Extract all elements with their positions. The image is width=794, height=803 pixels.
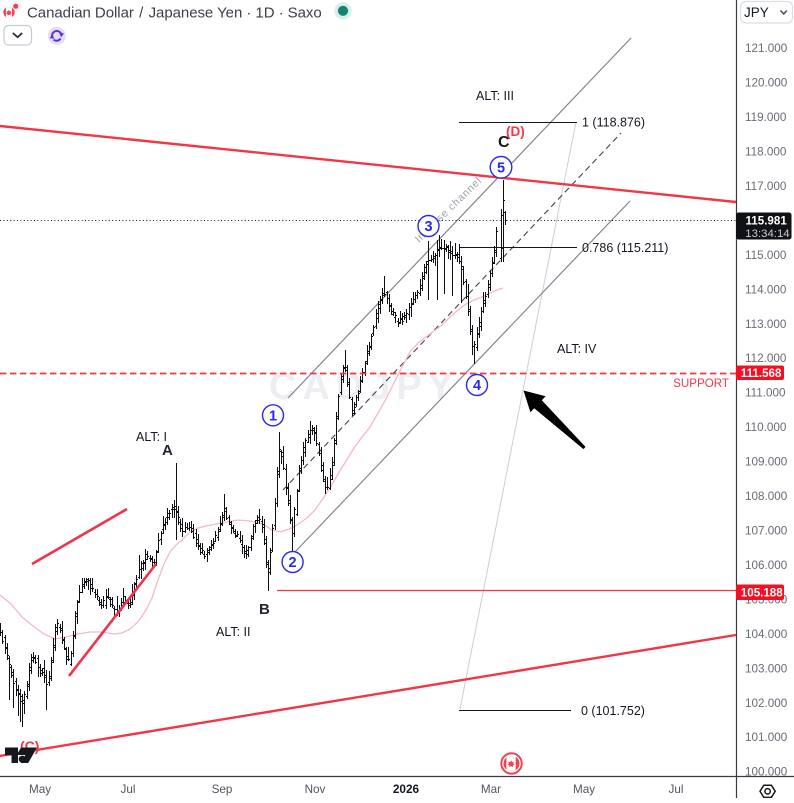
svg-text:(D): (D) [506,124,525,139]
svg-text:0.786 (115.211): 0.786 (115.211) [582,241,668,255]
svg-text:3: 3 [424,219,432,235]
svg-text:Jul: Jul [121,783,136,796]
svg-text:SUPPORT: SUPPORT [673,377,729,390]
svg-text:1 (118.876): 1 (118.876) [582,116,645,130]
svg-text:108.000: 108.000 [745,490,788,503]
svg-text:107.000: 107.000 [745,525,788,538]
svg-text:115.000: 115.000 [745,249,787,262]
svg-text:117.000: 117.000 [745,180,787,193]
svg-text:Sep: Sep [212,783,233,796]
svg-text:ALT: II: ALT: II [216,625,251,639]
svg-text:May: May [29,783,51,796]
svg-text:5: 5 [497,160,505,176]
svg-text:106.000: 106.000 [745,559,788,572]
svg-text:113.000: 113.000 [745,318,787,331]
svg-text:115.981: 115.981 [746,214,788,227]
svg-text:1: 1 [269,408,277,424]
svg-text:120.000: 120.000 [745,77,788,90]
svg-text:118.000: 118.000 [745,146,787,159]
svg-text:2026: 2026 [393,782,420,796]
svg-text:May: May [573,783,595,796]
svg-text:ALT: I: ALT: I [136,430,167,444]
svg-text:Jul: Jul [669,783,684,796]
svg-text:104.000: 104.000 [745,628,788,641]
svg-text:102.000: 102.000 [745,697,788,710]
svg-text:105.188: 105.188 [741,586,783,599]
svg-text:Mar: Mar [481,783,501,796]
svg-text:112.000: 112.000 [745,352,787,365]
svg-text:2: 2 [289,555,297,571]
svg-text:110.000: 110.000 [745,421,787,434]
svg-text:Nov: Nov [305,783,326,796]
svg-text:Canadian Dollar / Japanese Y: Canadian Dollar / Japanese Yen · 1D · Sa… [27,4,322,21]
svg-text:JPY: JPY [744,5,769,20]
svg-text:111.000: 111.000 [745,387,786,400]
svg-text:100.000: 100.000 [745,766,788,779]
svg-text:109.000: 109.000 [745,456,788,469]
svg-text:ALT: IV: ALT: IV [557,342,597,356]
svg-text:121.000: 121.000 [745,42,788,55]
svg-text:C: C [498,134,510,151]
svg-text:103.000: 103.000 [745,662,788,675]
svg-text:101.000: 101.000 [745,731,788,744]
svg-text:B: B [259,601,270,618]
svg-text:A: A [162,442,173,459]
svg-text:114.000: 114.000 [745,283,787,296]
svg-text:13:34:14: 13:34:14 [745,228,789,240]
svg-text:4: 4 [473,378,481,394]
svg-text:ALT: III: ALT: III [476,89,514,103]
svg-text:0 (101.752): 0 (101.752) [581,704,645,718]
svg-text:119.000: 119.000 [745,111,787,124]
svg-text:111.568: 111.568 [741,367,782,380]
